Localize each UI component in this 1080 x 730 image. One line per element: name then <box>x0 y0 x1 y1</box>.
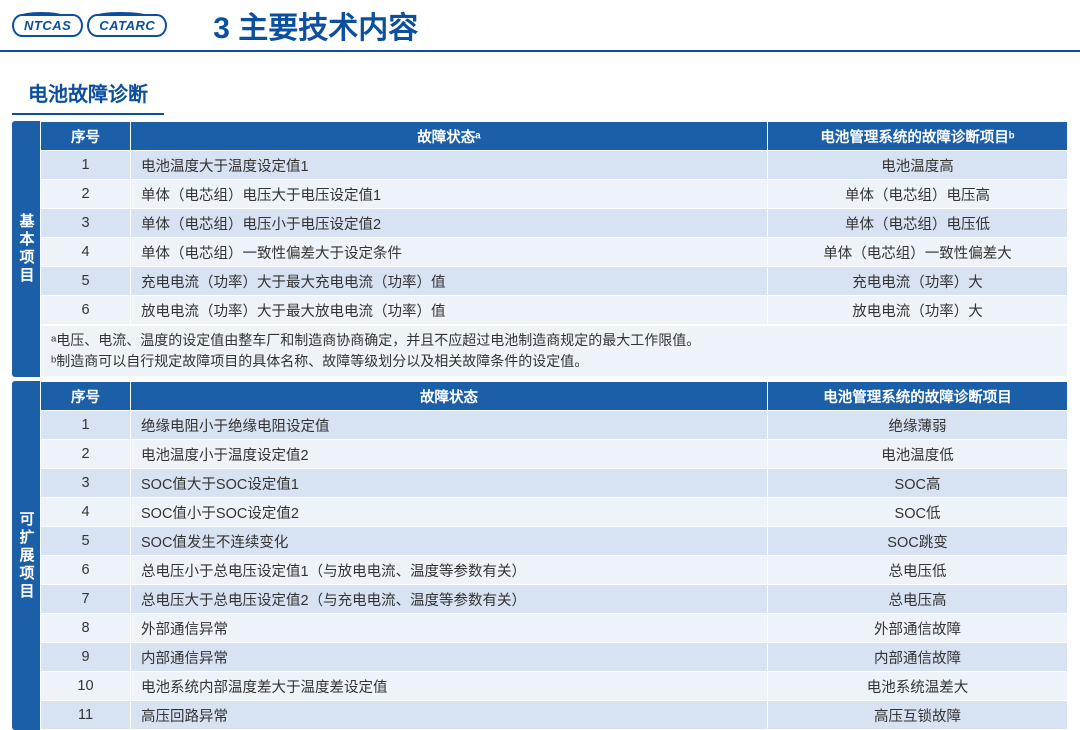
footnote-b: ᵇ制造商可以自行规定故障项目的具体名称、故障等级划分以及相关故障条件的设定值。 <box>51 351 1057 372</box>
basic-side-label: 基本项目 <box>12 121 40 377</box>
cell-index: 2 <box>41 440 131 469</box>
table-row: 11高压回路异常高压互锁故障 <box>41 701 1068 730</box>
cell-state: 内部通信异常 <box>131 643 768 672</box>
cell-state: 单体（电芯组）电压大于电压设定值1 <box>131 180 768 209</box>
cell-state: 单体（电芯组）一致性偏差大于设定条件 <box>131 238 768 267</box>
table-row: 2电池温度小于温度设定值2电池温度低 <box>41 440 1068 469</box>
cell-index: 3 <box>41 209 131 238</box>
cell-state: SOC值发生不连续变化 <box>131 527 768 556</box>
cell-diagnosis: 总电压高 <box>768 585 1068 614</box>
col-state-header: 故障状态ᵃ <box>131 122 768 151</box>
cell-index: 8 <box>41 614 131 643</box>
col-state-header: 故障状态 <box>131 382 768 411</box>
cell-state: 高压回路异常 <box>131 701 768 730</box>
table-row: 8外部通信异常外部通信故障 <box>41 614 1068 643</box>
cell-index: 4 <box>41 238 131 267</box>
extended-block: 可扩展项目 序号 故障状态 电池管理系统的故障诊断项目 1绝缘电阻小于绝缘电阻设… <box>12 381 1068 730</box>
cell-diagnosis: 绝缘薄弱 <box>768 411 1068 440</box>
cell-index: 7 <box>41 585 131 614</box>
section-subtitle: 电池故障诊断 <box>12 70 164 115</box>
cell-state: 电池温度大于温度设定值1 <box>131 151 768 180</box>
cell-state: 电池系统内部温度差大于温度差设定值 <box>131 672 768 701</box>
cell-diagnosis: 外部通信故障 <box>768 614 1068 643</box>
cell-diagnosis: SOC跳变 <box>768 527 1068 556</box>
table-row: 6总电压小于总电压设定值1（与放电电流、温度等参数有关）总电压低 <box>41 556 1068 585</box>
extended-table-wrap: 序号 故障状态 电池管理系统的故障诊断项目 1绝缘电阻小于绝缘电阻设定值绝缘薄弱… <box>40 381 1068 730</box>
cell-diagnosis: 放电电流（功率）大 <box>768 296 1068 325</box>
cell-index: 6 <box>41 556 131 585</box>
logo-group: NTCAS CATARC <box>12 14 167 37</box>
cell-diagnosis: 电池温度高 <box>768 151 1068 180</box>
cell-state: 总电压大于总电压设定值2（与充电电流、温度等参数有关） <box>131 585 768 614</box>
table-row: 2单体（电芯组）电压大于电压设定值1单体（电芯组）电压高 <box>41 180 1068 209</box>
cell-diagnosis: 单体（电芯组）一致性偏差大 <box>768 238 1068 267</box>
table-header-row: 序号 故障状态ᵃ 电池管理系统的故障诊断项目ᵇ <box>41 122 1068 151</box>
cell-state: 总电压小于总电压设定值1（与放电电流、温度等参数有关） <box>131 556 768 585</box>
cell-diagnosis: 电池系统温差大 <box>768 672 1068 701</box>
cell-index: 1 <box>41 151 131 180</box>
cell-index: 9 <box>41 643 131 672</box>
table-row: 10电池系统内部温度差大于温度差设定值电池系统温差大 <box>41 672 1068 701</box>
col-diag-header: 电池管理系统的故障诊断项目 <box>768 382 1068 411</box>
extended-side-label: 可扩展项目 <box>12 381 40 730</box>
cell-diagnosis: 充电电流（功率）大 <box>768 267 1068 296</box>
cell-diagnosis: SOC高 <box>768 469 1068 498</box>
cell-state: 电池温度小于温度设定值2 <box>131 440 768 469</box>
cell-diagnosis: SOC低 <box>768 498 1068 527</box>
page-title: 3 主要技术内容 <box>213 3 418 47</box>
cell-state: 绝缘电阻小于绝缘电阻设定值 <box>131 411 768 440</box>
cell-diagnosis: 单体（电芯组）电压低 <box>768 209 1068 238</box>
cell-index: 3 <box>41 469 131 498</box>
content: 基本项目 序号 故障状态ᵃ 电池管理系统的故障诊断项目ᵇ 1电池温度大于温度设定… <box>0 121 1080 730</box>
basic-block: 基本项目 序号 故障状态ᵃ 电池管理系统的故障诊断项目ᵇ 1电池温度大于温度设定… <box>12 121 1068 377</box>
cell-index: 10 <box>41 672 131 701</box>
header-bar: NTCAS CATARC 3 主要技术内容 <box>0 0 1080 52</box>
basic-footnotes: ᵃ电压、电流、温度的设定值由整车厂和制造商协商确定，并且不应超过电池制造商规定的… <box>40 325 1068 377</box>
cell-state: SOC值小于SOC设定值2 <box>131 498 768 527</box>
table-row: 7总电压大于总电压设定值2（与充电电流、温度等参数有关）总电压高 <box>41 585 1068 614</box>
footnote-a: ᵃ电压、电流、温度的设定值由整车厂和制造商协商确定，并且不应超过电池制造商规定的… <box>51 330 1057 351</box>
cell-index: 1 <box>41 411 131 440</box>
table-row: 4SOC值小于SOC设定值2SOC低 <box>41 498 1068 527</box>
cell-index: 5 <box>41 527 131 556</box>
col-diag-header: 电池管理系统的故障诊断项目ᵇ <box>768 122 1068 151</box>
logo-ntcas: NTCAS <box>12 14 83 37</box>
cell-diagnosis: 高压互锁故障 <box>768 701 1068 730</box>
table-row: 4单体（电芯组）一致性偏差大于设定条件单体（电芯组）一致性偏差大 <box>41 238 1068 267</box>
col-index-header: 序号 <box>41 122 131 151</box>
cell-state: 充电电流（功率）大于最大充电电流（功率）值 <box>131 267 768 296</box>
col-index-header: 序号 <box>41 382 131 411</box>
cell-index: 6 <box>41 296 131 325</box>
table-row: 1电池温度大于温度设定值1电池温度高 <box>41 151 1068 180</box>
cell-index: 4 <box>41 498 131 527</box>
basic-table: 序号 故障状态ᵃ 电池管理系统的故障诊断项目ᵇ 1电池温度大于温度设定值1电池温… <box>40 121 1068 325</box>
table-row: 1绝缘电阻小于绝缘电阻设定值绝缘薄弱 <box>41 411 1068 440</box>
cell-state: SOC值大于SOC设定值1 <box>131 469 768 498</box>
cell-diagnosis: 内部通信故障 <box>768 643 1068 672</box>
table-row: 5SOC值发生不连续变化SOC跳变 <box>41 527 1068 556</box>
cell-diagnosis: 单体（电芯组）电压高 <box>768 180 1068 209</box>
table-row: 5充电电流（功率）大于最大充电电流（功率）值充电电流（功率）大 <box>41 267 1068 296</box>
basic-table-wrap: 序号 故障状态ᵃ 电池管理系统的故障诊断项目ᵇ 1电池温度大于温度设定值1电池温… <box>40 121 1068 377</box>
cell-index: 5 <box>41 267 131 296</box>
cell-state: 单体（电芯组）电压小于电压设定值2 <box>131 209 768 238</box>
cell-state: 外部通信异常 <box>131 614 768 643</box>
extended-table: 序号 故障状态 电池管理系统的故障诊断项目 1绝缘电阻小于绝缘电阻设定值绝缘薄弱… <box>40 381 1068 730</box>
table-row: 3单体（电芯组）电压小于电压设定值2单体（电芯组）电压低 <box>41 209 1068 238</box>
cell-diagnosis: 电池温度低 <box>768 440 1068 469</box>
table-header-row: 序号 故障状态 电池管理系统的故障诊断项目 <box>41 382 1068 411</box>
table-row: 3SOC值大于SOC设定值1SOC高 <box>41 469 1068 498</box>
cell-index: 2 <box>41 180 131 209</box>
logo-catarc: CATARC <box>87 14 167 37</box>
cell-state: 放电电流（功率）大于最大放电电流（功率）值 <box>131 296 768 325</box>
table-row: 9内部通信异常内部通信故障 <box>41 643 1068 672</box>
table-row: 6放电电流（功率）大于最大放电电流（功率）值放电电流（功率）大 <box>41 296 1068 325</box>
cell-diagnosis: 总电压低 <box>768 556 1068 585</box>
cell-index: 11 <box>41 701 131 730</box>
